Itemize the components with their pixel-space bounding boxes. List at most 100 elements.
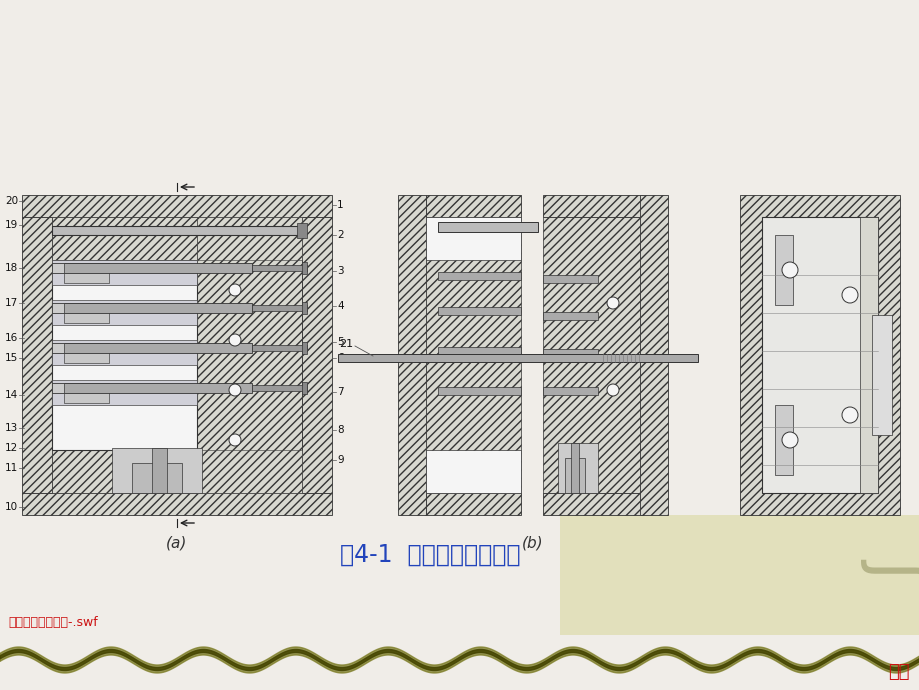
Bar bbox=[52, 226, 301, 235]
Bar bbox=[297, 223, 307, 238]
Bar bbox=[437, 347, 520, 355]
Bar bbox=[131, 463, 182, 493]
Bar bbox=[52, 282, 197, 450]
Bar bbox=[52, 217, 197, 260]
Bar bbox=[64, 303, 108, 323]
Text: 15: 15 bbox=[5, 353, 18, 363]
Text: 13: 13 bbox=[5, 423, 18, 433]
Bar bbox=[859, 217, 877, 493]
Bar bbox=[252, 305, 307, 311]
Text: 19: 19 bbox=[5, 220, 18, 230]
Bar bbox=[542, 312, 597, 320]
Bar bbox=[52, 303, 64, 313]
Bar bbox=[52, 450, 197, 493]
Bar bbox=[542, 493, 642, 515]
Bar bbox=[774, 405, 792, 475]
Circle shape bbox=[781, 432, 797, 448]
Text: 图4-1  注塑模的典型结构: 图4-1 注塑模的典型结构 bbox=[339, 543, 519, 567]
Bar bbox=[859, 217, 877, 493]
Circle shape bbox=[229, 284, 241, 296]
Bar bbox=[337, 354, 698, 362]
Text: 7: 7 bbox=[336, 387, 344, 397]
Bar bbox=[52, 383, 252, 393]
Bar bbox=[564, 458, 584, 493]
Bar bbox=[52, 300, 197, 325]
Bar bbox=[52, 303, 252, 313]
Bar bbox=[252, 385, 307, 391]
Circle shape bbox=[607, 297, 618, 309]
Bar bbox=[22, 195, 332, 217]
Polygon shape bbox=[560, 515, 919, 635]
Circle shape bbox=[607, 384, 618, 396]
Bar bbox=[437, 272, 520, 280]
Text: 3: 3 bbox=[336, 266, 344, 276]
Bar bbox=[437, 307, 520, 315]
Text: 返回: 返回 bbox=[888, 663, 909, 681]
Bar bbox=[22, 217, 52, 493]
Bar bbox=[197, 450, 301, 493]
Bar bbox=[542, 387, 597, 395]
Text: (a): (a) bbox=[166, 535, 187, 550]
Circle shape bbox=[781, 262, 797, 278]
Bar bbox=[542, 349, 597, 357]
Circle shape bbox=[229, 434, 241, 446]
Text: 16: 16 bbox=[5, 333, 18, 343]
Bar bbox=[22, 493, 332, 515]
Text: ʃ: ʃ bbox=[860, 558, 919, 582]
Bar bbox=[52, 383, 64, 393]
Bar bbox=[197, 217, 301, 260]
Bar bbox=[252, 345, 307, 351]
Bar bbox=[301, 382, 307, 394]
Bar bbox=[774, 235, 792, 305]
Bar bbox=[64, 343, 108, 363]
Bar bbox=[152, 448, 167, 493]
Bar bbox=[301, 342, 307, 354]
Bar bbox=[739, 195, 899, 515]
Bar bbox=[437, 387, 520, 395]
Bar bbox=[0, 515, 919, 690]
Text: 注塑成型分解动画-.swf: 注塑成型分解动画-.swf bbox=[8, 615, 97, 629]
Text: 9: 9 bbox=[336, 455, 344, 465]
Bar bbox=[301, 217, 332, 493]
Text: (b): (b) bbox=[522, 535, 543, 550]
Text: 11: 11 bbox=[5, 463, 18, 473]
Text: 18: 18 bbox=[5, 263, 18, 273]
Bar bbox=[542, 195, 642, 217]
Bar bbox=[52, 343, 64, 353]
Text: 4: 4 bbox=[336, 301, 344, 311]
Text: 5: 5 bbox=[336, 337, 344, 347]
Bar bbox=[558, 443, 597, 493]
Bar bbox=[437, 222, 538, 232]
Bar bbox=[542, 217, 642, 493]
Circle shape bbox=[841, 287, 857, 303]
Bar bbox=[425, 217, 520, 260]
Circle shape bbox=[841, 407, 857, 423]
Text: 17: 17 bbox=[5, 298, 18, 308]
Circle shape bbox=[229, 384, 241, 396]
Text: 12: 12 bbox=[5, 443, 18, 453]
Text: 21: 21 bbox=[338, 339, 353, 349]
Bar bbox=[64, 383, 108, 403]
Bar bbox=[52, 343, 252, 353]
Bar bbox=[542, 275, 597, 283]
Bar bbox=[425, 217, 520, 493]
Text: 14: 14 bbox=[5, 390, 18, 400]
Bar bbox=[112, 448, 202, 493]
Text: 1: 1 bbox=[336, 200, 344, 210]
Bar bbox=[425, 450, 520, 493]
Bar bbox=[425, 195, 520, 217]
Bar bbox=[52, 380, 197, 405]
Bar bbox=[425, 493, 520, 515]
Text: 8: 8 bbox=[336, 425, 344, 435]
Bar bbox=[761, 217, 877, 493]
Bar bbox=[52, 263, 252, 273]
Bar bbox=[301, 302, 307, 314]
Circle shape bbox=[229, 334, 241, 346]
Bar bbox=[640, 195, 667, 515]
Bar bbox=[398, 195, 425, 515]
Bar bbox=[52, 340, 197, 365]
Text: 10: 10 bbox=[5, 502, 18, 512]
Text: 20: 20 bbox=[5, 196, 18, 206]
Bar bbox=[64, 263, 108, 283]
Bar bbox=[571, 443, 578, 493]
